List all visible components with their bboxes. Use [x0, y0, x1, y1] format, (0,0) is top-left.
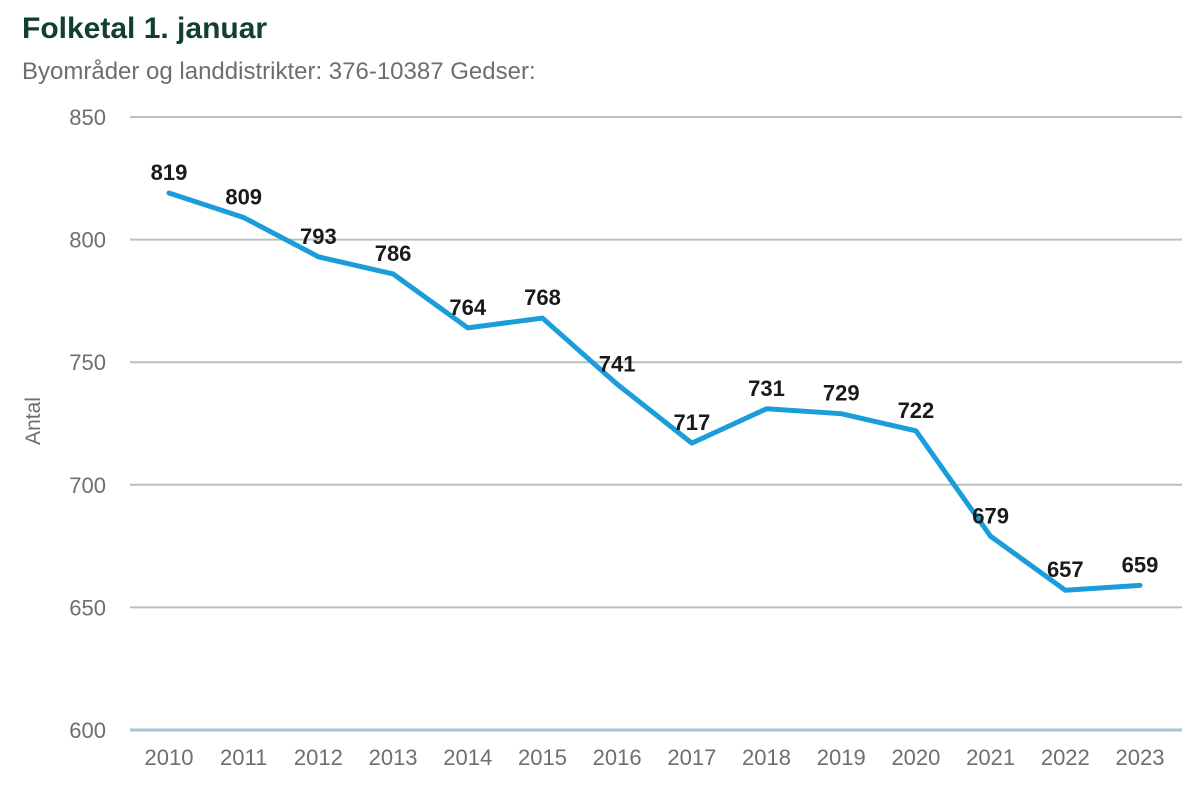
data-point-label: 717: [673, 410, 710, 435]
y-tick-label: 850: [69, 105, 106, 130]
data-point-label: 793: [300, 224, 337, 249]
data-point-label: 764: [449, 295, 486, 320]
data-point-label: 809: [225, 185, 262, 210]
data-point-label: 786: [375, 241, 412, 266]
page-title: Folketal 1. januar: [22, 12, 268, 45]
x-tick-label: 2020: [891, 745, 940, 770]
x-tick-label: 2022: [1041, 745, 1090, 770]
page-subtitle: Byområder og landdistrikter: 376-10387 G…: [22, 58, 536, 85]
x-tick-label: 2010: [145, 745, 194, 770]
y-tick-label: 650: [69, 595, 106, 620]
x-tick-label: 2018: [742, 745, 791, 770]
y-tick-label: 750: [69, 350, 106, 375]
x-tick-label: 2012: [294, 745, 343, 770]
x-tick-label: 2016: [593, 745, 642, 770]
y-tick-label: 600: [69, 718, 106, 743]
x-tick-label: 2017: [667, 745, 716, 770]
data-point-label: 729: [823, 381, 860, 406]
data-point-label: 768: [524, 285, 561, 310]
x-tick-label: 2019: [817, 745, 866, 770]
x-tick-label: 2014: [443, 745, 492, 770]
data-point-label: 657: [1047, 557, 1084, 582]
data-point-label: 819: [151, 160, 188, 185]
x-tick-label: 2011: [220, 745, 267, 770]
y-tick-label: 700: [69, 473, 106, 498]
y-axis-label: Antal: [22, 397, 45, 445]
data-series-line: [166, 190, 1143, 593]
x-tick-label: 2023: [1116, 745, 1165, 770]
x-tick-label: 2021: [966, 745, 1015, 770]
x-tick-label: 2013: [369, 745, 418, 770]
data-point-label: 741: [599, 351, 636, 376]
data-point-label: 659: [1122, 552, 1159, 577]
y-tick-label: 800: [69, 228, 106, 253]
x-tick-label: 2015: [518, 745, 567, 770]
data-point-label: 722: [898, 398, 935, 423]
data-point-label: 731: [748, 376, 785, 401]
data-point-label: 679: [972, 503, 1009, 528]
